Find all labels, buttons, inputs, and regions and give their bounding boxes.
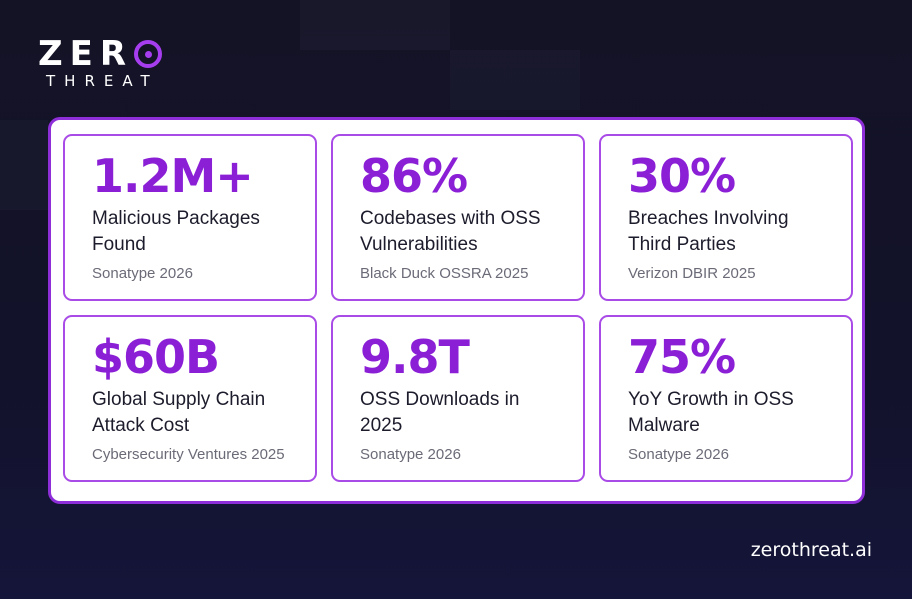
background-block [300, 0, 450, 50]
site-url: zerothreat.ai [750, 539, 872, 561]
stat-label: Malicious Packages Found [92, 208, 260, 255]
stat-label: Global Supply Chain Attack Cost [92, 389, 266, 436]
stat-source: Verizon DBIR 2025 [628, 265, 756, 282]
stat-source: Sonatype 2026 [360, 446, 461, 463]
stat-value: 75% [628, 330, 736, 384]
stat-source: Black Duck OSSRA 2025 [360, 265, 529, 282]
background-block [0, 120, 48, 210]
stat-source: Sonatype 2026 [92, 265, 193, 282]
stat-card: 75% YoY Growth in OSS Malware Sonatype 2… [599, 315, 853, 482]
stats-grid: 1.2M+ Malicious Packages Found Sonatype … [63, 134, 853, 482]
logo-subtitle: THREAT [46, 72, 159, 90]
zerothreat-logo: ZER THREAT [38, 34, 163, 90]
stat-value: 86% [360, 149, 468, 203]
logo-wordmark: ZER [38, 34, 134, 74]
stat-card: 30% Breaches Involving Third Parties Ver… [599, 134, 853, 301]
stat-card: 86% Codebases with OSS Vulnerabilities B… [331, 134, 585, 301]
background-block [450, 50, 580, 110]
stat-value: 1.2M+ [92, 149, 254, 203]
stat-value: 9.8T [360, 330, 470, 384]
logo-o-icon [134, 40, 163, 68]
stat-source: Cybersecurity Ventures 2025 [92, 446, 285, 463]
stat-card: 1.2M+ Malicious Packages Found Sonatype … [63, 134, 317, 301]
stat-label: OSS Downloads in 2025 [360, 389, 520, 436]
stat-value: $60B [92, 330, 220, 384]
stat-label: Breaches Involving Third Parties [628, 208, 789, 255]
stat-source: Sonatype 2026 [628, 446, 729, 463]
stat-label: YoY Growth in OSS Malware [628, 389, 794, 436]
stat-label: Codebases with OSS Vulnerabilities [360, 208, 541, 255]
stat-card: 9.8T OSS Downloads in 2025 Sonatype 2026 [331, 315, 585, 482]
stat-card: $60B Global Supply Chain Attack Cost Cyb… [63, 315, 317, 482]
stats-panel: 1.2M+ Malicious Packages Found Sonatype … [48, 117, 865, 504]
stat-value: 30% [628, 149, 736, 203]
